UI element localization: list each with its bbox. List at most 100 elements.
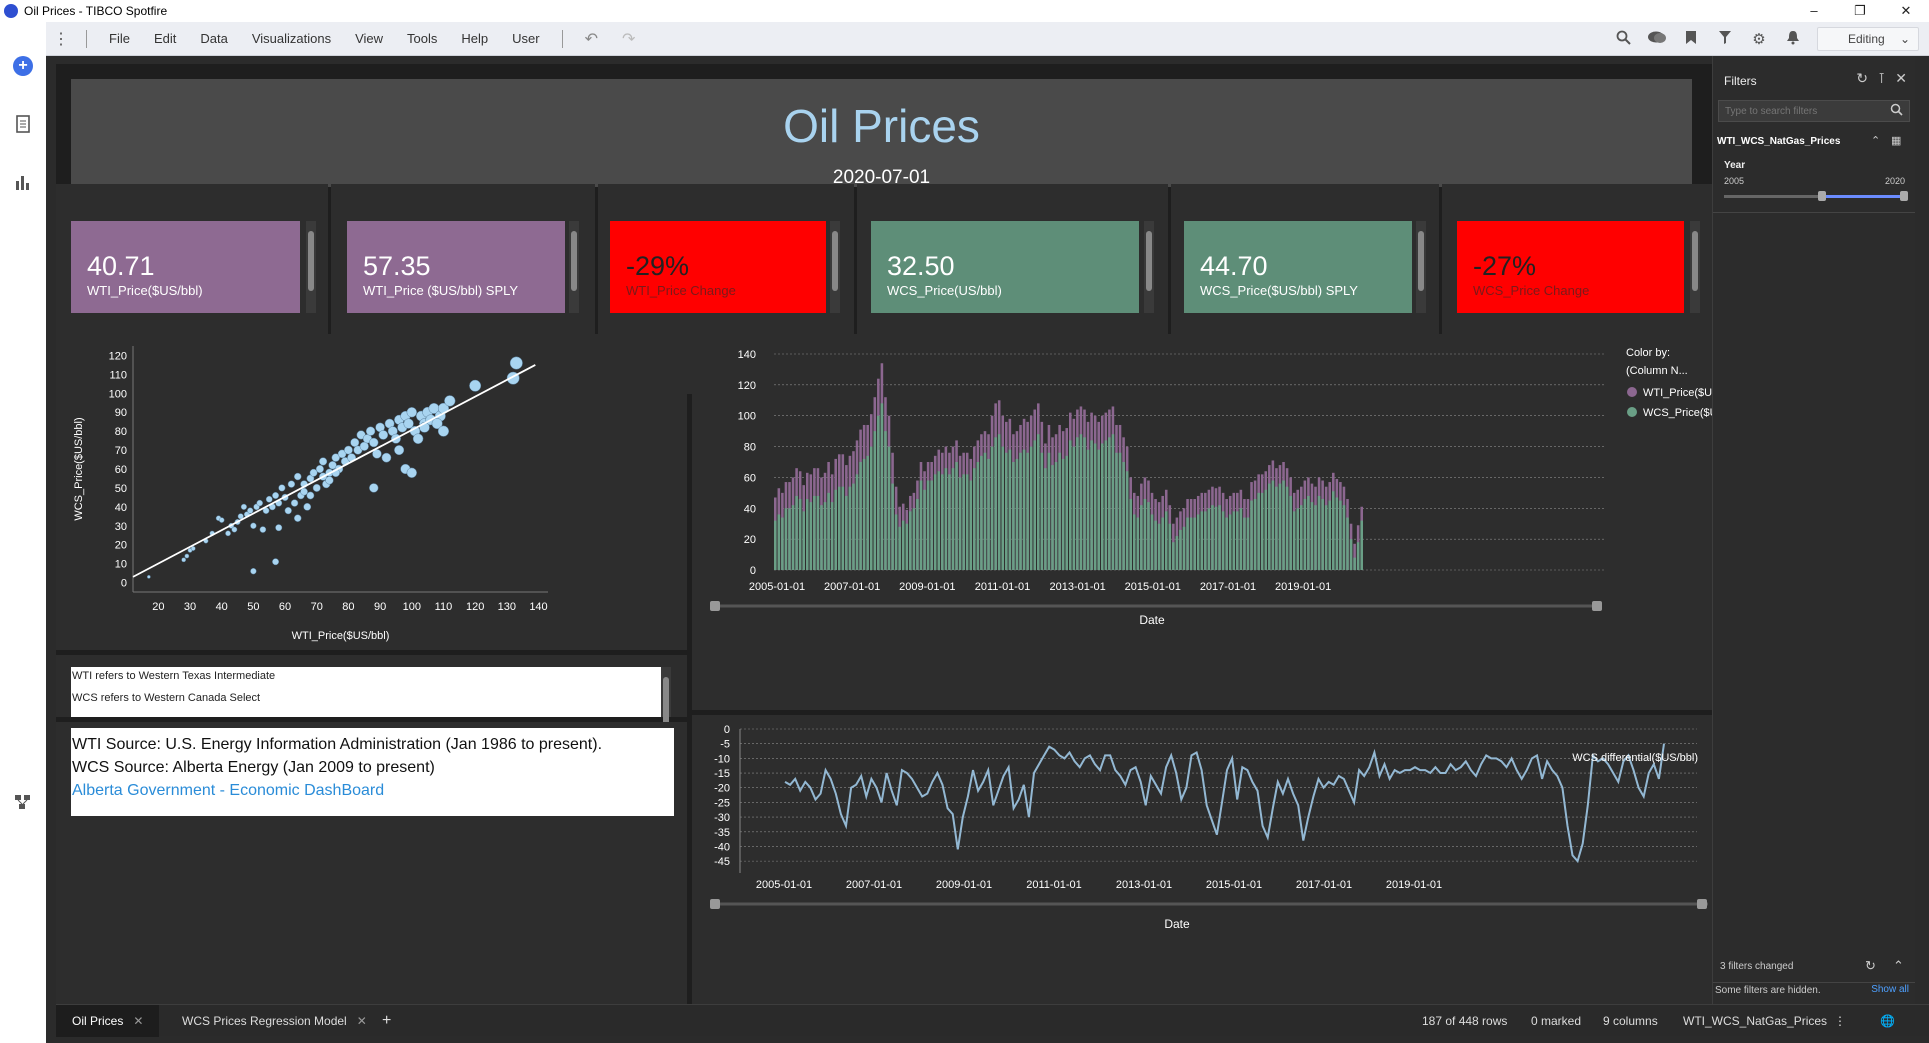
files-icon[interactable] [13, 114, 33, 134]
menu-view[interactable]: View [355, 31, 384, 46]
scatter-point[interactable] [437, 425, 450, 437]
tab-oil-prices[interactable]: Oil Prices ✕ [56, 1005, 160, 1037]
menu-user[interactable]: User [512, 31, 540, 46]
menu-visualizations[interactable]: Visualizations [251, 31, 332, 46]
scatter-point[interactable] [394, 445, 405, 456]
kpi-scrollbar[interactable] [569, 221, 579, 313]
add-data-icon[interactable]: + [13, 56, 33, 76]
scatter-point[interactable] [184, 553, 190, 559]
scatter-point[interactable] [381, 452, 392, 463]
reset-icon[interactable]: ↻ [1865, 958, 1876, 973]
scatter-point[interactable] [259, 526, 267, 533]
minimize-button[interactable]: – [1810, 3, 1818, 18]
scatter-point[interactable] [190, 546, 196, 551]
scatter-point[interactable] [218, 517, 225, 523]
pin-icon[interactable]: ⊺ [1877, 70, 1886, 86]
menu-tools[interactable]: Tools [407, 31, 438, 46]
scatter-point[interactable] [275, 524, 283, 532]
bar-series[interactable] [774, 363, 1363, 570]
scatter-point[interactable] [287, 480, 296, 488]
kpi-scrollbar[interactable] [1144, 221, 1154, 313]
wcs-differential-line[interactable] [784, 743, 1665, 864]
scatter-point[interactable] [231, 526, 238, 533]
line-chart[interactable]: 0 -5 -10 -15 -20 -25 -30 -35 -40 -45 2005-01-01 200… [692, 715, 1712, 1004]
scatter-point[interactable] [350, 438, 360, 447]
chevron-up-icon[interactable]: ⌃ [1871, 135, 1881, 147]
bookmark-icon[interactable] [1681, 30, 1701, 49]
scatter-point[interactable] [365, 426, 376, 436]
scatter-point[interactable] [250, 568, 257, 575]
kpi-wti-sply[interactable]: 57.35 WTI_Price ($US/bbl) SPLY [347, 221, 565, 313]
kpi-scrollbar[interactable] [1416, 221, 1426, 313]
scatter-point[interactable] [444, 395, 456, 407]
scatter-point[interactable] [331, 453, 340, 462]
scatter-point[interactable] [225, 530, 231, 537]
menu-edit[interactable]: Edit [153, 31, 177, 46]
slider-handle-max[interactable] [1900, 191, 1908, 201]
scatter-point[interactable] [300, 487, 308, 496]
close-tab-icon[interactable]: ✕ [356, 1014, 367, 1028]
visualizations-icon[interactable] [13, 172, 33, 192]
scatter-point[interactable] [294, 514, 302, 522]
more-options-icon[interactable]: ⋮ [53, 30, 69, 48]
legend-item-wcs[interactable]: WCS_Price($US/bbl) [1643, 407, 1746, 419]
scatter-points[interactable] [147, 356, 523, 579]
scatter-point[interactable] [469, 379, 482, 392]
kpi-wti-price[interactable]: 40.71 WTI_Price($US/bbl) [71, 221, 300, 313]
collaboration-icon[interactable] [1647, 30, 1667, 49]
redo-icon[interactable]: ↷ [622, 30, 636, 48]
scatter-point[interactable] [272, 558, 279, 566]
legend-item-wti[interactable]: WTI_Price($US/bbl) [1643, 387, 1741, 399]
add-page-icon[interactable]: + [382, 1012, 392, 1029]
chevron-up-icon[interactable]: ⌃ [1893, 958, 1904, 973]
scatter-point[interactable] [412, 433, 424, 444]
scatter-point[interactable] [369, 483, 379, 493]
close-tab-icon[interactable]: ✕ [133, 1014, 144, 1028]
scatter-point[interactable] [294, 472, 302, 481]
line-x-scrollbar[interactable] [710, 899, 1708, 909]
scatter-point[interactable] [378, 430, 389, 440]
menu-help[interactable]: Help [461, 31, 489, 46]
notes-scrollbar[interactable] [661, 667, 671, 737]
scatter-point[interactable] [312, 483, 321, 492]
scatter-point[interactable] [290, 499, 299, 507]
globe-icon[interactable]: 🌐 [1880, 1014, 1895, 1028]
scatter-point[interactable] [325, 476, 334, 485]
kpi-scrollbar[interactable] [1690, 221, 1700, 313]
bar-x-scrollbar[interactable] [710, 601, 1602, 611]
scatter-point[interactable] [250, 522, 257, 529]
scatter-point[interactable] [328, 461, 337, 470]
scatter-point[interactable] [319, 457, 328, 466]
scatter-point[interactable] [406, 407, 417, 418]
slider-handle-min[interactable] [1818, 191, 1826, 201]
kpi-scrollbar[interactable] [830, 221, 840, 313]
data-table-name[interactable]: WTI_WCS_NatGas_Prices [1683, 1014, 1828, 1028]
kpi-wcs-sply[interactable]: 44.70 WCS_Price($US/bbl) SPLY [1184, 221, 1412, 313]
scatter-point[interactable] [147, 575, 151, 579]
scatter-point[interactable] [369, 437, 379, 448]
scatter-point[interactable] [306, 491, 315, 500]
kpi-wcs-price[interactable]: 32.50 WCS_Price(US/bbl) [871, 221, 1139, 313]
gear-icon[interactable]: ⚙ [1752, 31, 1766, 48]
scatter-point[interactable] [265, 495, 273, 503]
table-options-icon[interactable]: ▦ [1891, 135, 1902, 147]
scatter-point[interactable] [278, 484, 286, 492]
alberta-dashboard-link[interactable]: Alberta Government - Economic DashBoard [72, 782, 385, 799]
scatter-point[interactable] [431, 418, 443, 430]
menu-file[interactable]: File [109, 31, 130, 46]
reset-filters-icon[interactable]: ↻ [1856, 70, 1868, 86]
scatter-point[interactable] [403, 418, 414, 429]
kpi-wcs-change[interactable]: -27% WCS_Price Change [1457, 221, 1684, 313]
scatter-point[interactable] [247, 507, 254, 514]
scatter-point[interactable] [315, 465, 324, 473]
menu-data[interactable]: Data [200, 31, 228, 46]
scatter-point[interactable] [256, 499, 263, 507]
scatter-point[interactable] [344, 445, 353, 455]
scatter-point[interactable] [284, 507, 292, 515]
close-icon[interactable]: ✕ [1895, 70, 1907, 86]
close-button[interactable]: ✕ [1900, 3, 1912, 18]
scatter-point[interactable] [372, 449, 382, 459]
filter-icon[interactable] [1715, 30, 1735, 49]
year-range-slider[interactable] [1724, 191, 1908, 201]
scatter-point[interactable] [337, 449, 347, 459]
